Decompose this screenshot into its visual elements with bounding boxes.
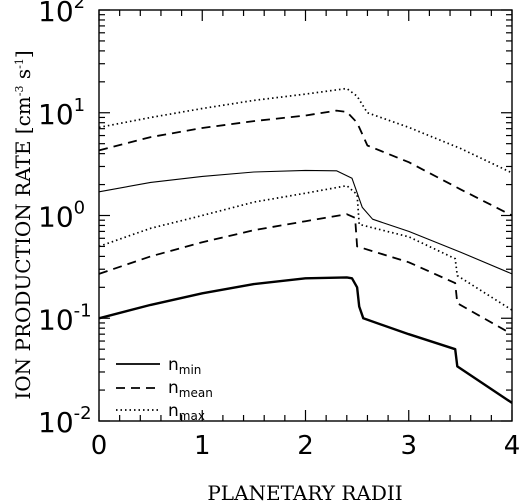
y-tick-label: 101 xyxy=(38,95,85,131)
y-axis-title-mid: s xyxy=(11,69,35,86)
x-tick-labels: 0 1 2 3 4 xyxy=(91,431,521,461)
legend: nmin nmean nmax xyxy=(116,355,213,423)
series-line-solid xyxy=(98,276,513,404)
series-line-dotted xyxy=(98,87,513,174)
y-tick-label: 100 xyxy=(38,198,85,234)
series-line-dashed xyxy=(98,109,513,217)
x-axis-title: PLANETARY RADII xyxy=(207,481,402,504)
x-tick-label: 1 xyxy=(194,431,211,461)
x-tick-label: 3 xyxy=(400,431,417,461)
plot-frame xyxy=(98,9,513,422)
y-axis-title: ION PRODUCTION RATE [cm-3 s-1] xyxy=(11,50,35,399)
y-tick-labels: 10-2 10-1 100 101 102 xyxy=(38,0,92,439)
y-axis-title-sup1: -3 xyxy=(13,86,26,97)
y-axis-title-sup2: -1 xyxy=(13,58,26,69)
series-layer xyxy=(98,87,513,404)
legend-label-max: nmax xyxy=(168,401,205,423)
x-tick-label: 4 xyxy=(504,431,521,461)
legend-label-mean: nmean xyxy=(168,378,213,400)
legend-label-min: nmin xyxy=(168,355,201,377)
y-axis-title-main: ION PRODUCTION RATE [cm xyxy=(11,96,35,399)
y-tick-label: 10-2 xyxy=(38,403,92,439)
series-line-solid xyxy=(98,169,513,275)
series-line-dashed xyxy=(98,213,513,335)
y-axis-title-end: ] xyxy=(11,50,35,58)
x-tick-label: 2 xyxy=(297,431,314,461)
axis-ticks xyxy=(98,9,513,422)
y-tick-label: 102 xyxy=(38,0,85,28)
x-tick-label: 0 xyxy=(91,431,108,461)
series-line-dotted xyxy=(98,184,513,311)
y-tick-label: 10-1 xyxy=(38,300,92,336)
